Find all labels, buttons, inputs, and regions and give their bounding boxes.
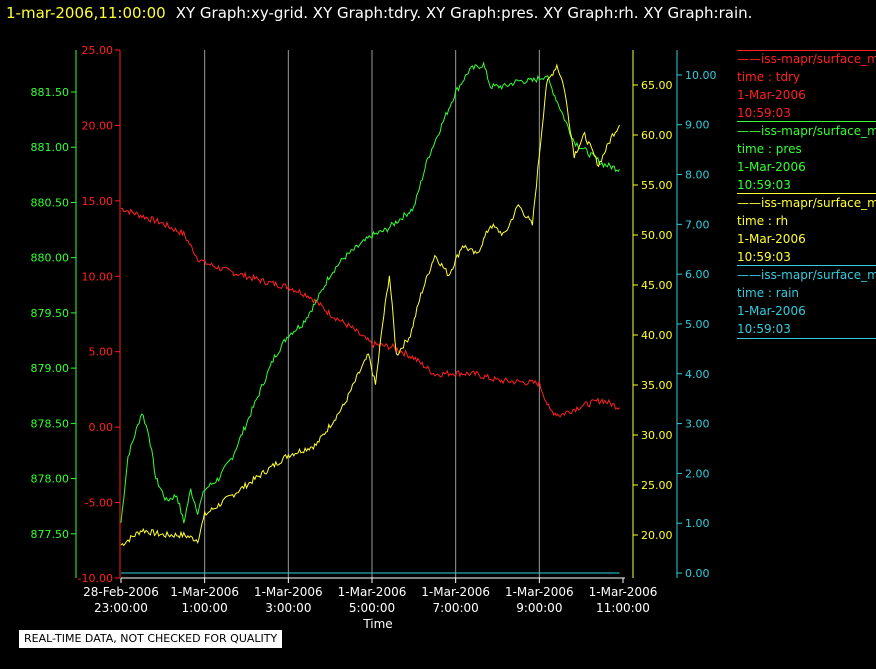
pres-tick-label: 879.00 — [31, 362, 70, 375]
x-tick-label: 1-Mar-2006 — [338, 585, 407, 599]
legend-separator — [737, 265, 876, 266]
x-tick-label: 9:00:00 — [516, 601, 562, 615]
legend-series-name: ——iss-mapr/surface_m — [737, 124, 876, 138]
header-bar: 1-mar-2006,11:00:00 XY Graph:xy-grid. XY … — [0, 0, 876, 30]
rain-tick-label: 7.00 — [685, 218, 710, 231]
rain-tick-label: 10.00 — [685, 69, 717, 82]
x-tick-label: 1-Mar-2006 — [421, 585, 490, 599]
rh-tick-label: 40.00 — [641, 329, 673, 342]
rh-tick-label: 20.00 — [641, 529, 673, 542]
legend-entry-pres[interactable]: ——iss-mapr/surface_m time : pres 1-Mar-2… — [737, 122, 876, 194]
rain-tick-label: 9.00 — [685, 119, 710, 132]
pres-tick-label: 877.50 — [31, 528, 70, 541]
tdry-series-line — [121, 208, 620, 418]
grid-lines — [204, 50, 540, 578]
legend-series-name: ——iss-mapr/surface_m — [737, 52, 876, 66]
rh-tick-label: 60.00 — [641, 129, 673, 142]
series-lines — [120, 61, 620, 574]
rain-tick-label: 8.00 — [685, 169, 710, 182]
legend-entry-rh[interactable]: ——iss-mapr/surface_m time : rh 1-Mar-200… — [737, 194, 876, 266]
rh-tick-label: 50.00 — [641, 229, 673, 242]
axes: 25.00 20.00 15.00 10.00 5.00 0.00 -5.00 -10.00 8… — [31, 44, 717, 585]
pres-tick-label: 878.00 — [31, 473, 70, 486]
header-time: 1-mar-2006,11:00:00 — [6, 4, 166, 22]
x-tick-label: 1:00:00 — [182, 601, 228, 615]
legend-date: 1-Mar-2006 — [737, 160, 806, 174]
pres-tick-label: 881.00 — [31, 141, 70, 154]
pres-tick-label: 880.50 — [31, 196, 70, 209]
pres-tick-label: 879.50 — [31, 307, 70, 320]
legend-series-name: ——iss-mapr/surface_m — [737, 196, 876, 210]
legend-date: 1-Mar-2006 — [737, 304, 806, 318]
legend-separator — [737, 193, 876, 194]
legend-separator — [737, 338, 876, 339]
pres-series-line — [120, 61, 620, 524]
legend-time: 10:59:03 — [737, 178, 791, 192]
rain-tick-label: 0.00 — [685, 567, 710, 580]
tdry-tick-label: 20.00 — [82, 119, 114, 132]
rain-tick-label: 6.00 — [685, 268, 710, 281]
rh-tick-label: 25.00 — [641, 479, 673, 492]
pres-tick-label: 880.00 — [31, 252, 70, 265]
pres-tick-label: 878.50 — [31, 417, 70, 430]
x-tick-label: 28-Feb-2006 — [83, 585, 159, 599]
legend-separator — [737, 50, 876, 51]
x-tick-label: 1-Mar-2006 — [505, 585, 574, 599]
tdry-tick-label: 10.00 — [82, 270, 114, 283]
legend-field: time : pres — [737, 142, 802, 156]
tdry-tick-label: -10.00 — [78, 572, 113, 585]
header-title: XY Graph:xy-grid. XY Graph:tdry. XY Grap… — [175, 4, 753, 22]
tdry-tick-label: -5.00 — [85, 497, 113, 510]
x-tick-label: 1-Mar-2006 — [589, 585, 658, 599]
rh-tick-label: 35.00 — [641, 379, 673, 392]
x-tick-label: 3:00:00 — [265, 601, 311, 615]
legend-entry-tdry[interactable]: ——iss-mapr/surface_m time : tdry 1-Mar-2… — [737, 50, 876, 122]
legend-separator — [737, 121, 876, 122]
x-tick-label: 11:00:00 — [596, 601, 650, 615]
tdry-tick-label: 5.00 — [89, 346, 114, 359]
legend-time: 10:59:03 — [737, 322, 791, 336]
x-tick-label: 1-Mar-2006 — [254, 585, 323, 599]
quality-disclaimer: REAL-TIME DATA, NOT CHECKED FOR QUALITY — [19, 630, 283, 648]
x-tick-label: 1-Mar-2006 — [170, 585, 239, 599]
legend-field: time : rain — [737, 286, 800, 300]
x-tick-label: 7:00:00 — [433, 601, 479, 615]
rh-tick-label: 30.00 — [641, 429, 673, 442]
legend-date: 1-Mar-2006 — [737, 232, 806, 246]
rain-tick-label: 1.00 — [685, 517, 710, 530]
pres-tick-label: 881.50 — [31, 86, 70, 99]
x-axis-label: Time — [362, 617, 392, 631]
legend-entry-rain[interactable]: ——iss-mapr/surface_m time : rain 1-Mar-2… — [737, 266, 876, 338]
legend-field: time : rh — [737, 214, 789, 228]
rh-tick-label: 55.00 — [641, 179, 673, 192]
rain-tick-label: 3.00 — [685, 418, 710, 431]
x-tick-label: 23:00:00 — [94, 601, 148, 615]
legend-time: 10:59:03 — [737, 106, 791, 120]
tdry-tick-label: 25.00 — [82, 44, 114, 57]
x-tick-label: 5:00:00 — [349, 601, 395, 615]
legend-date: 1-Mar-2006 — [737, 88, 806, 102]
legend-series-name: ——iss-mapr/surface_m — [737, 268, 876, 282]
rh-series-line — [120, 63, 620, 547]
rain-tick-label: 4.00 — [685, 368, 710, 381]
rh-tick-label: 65.00 — [641, 79, 673, 92]
legend-field: time : tdry — [737, 70, 801, 84]
legend-time: 10:59:03 — [737, 250, 791, 264]
tdry-tick-label: 0.00 — [89, 421, 114, 434]
tdry-tick-label: 15.00 — [82, 195, 114, 208]
rain-tick-label: 5.00 — [685, 318, 710, 331]
rh-tick-label: 45.00 — [641, 279, 673, 292]
rain-tick-label: 2.00 — [685, 467, 710, 480]
x-axis: 28-Feb-2006 23:00:00 1-Mar-2006 1:00:00 1-Ma… — [83, 577, 658, 631]
